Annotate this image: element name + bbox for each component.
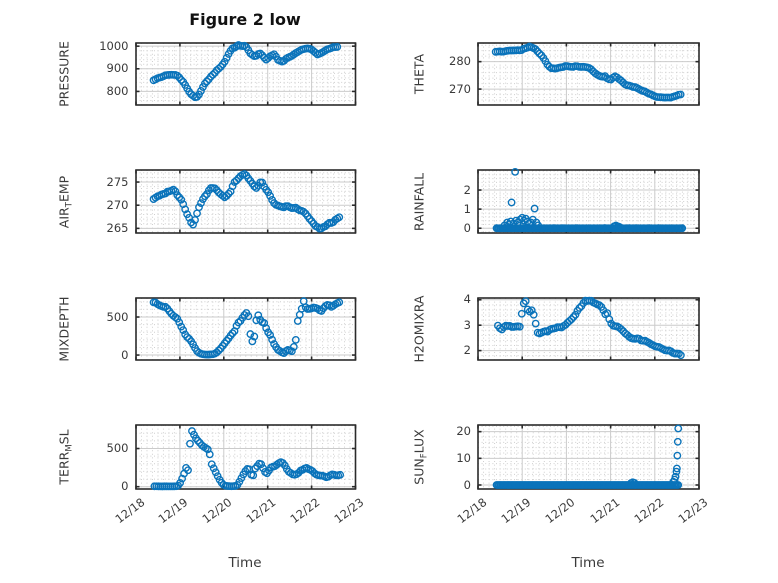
data-series-mixdepth — [149, 297, 343, 359]
x-tick-label: 12/23 — [331, 495, 367, 527]
x-tick-label: 12/18 — [112, 495, 147, 527]
y-axis-label-text: LUX — [411, 429, 427, 454]
y-axis-label-mixdepth: MIXDEPTH — [57, 296, 72, 361]
y-tick-label: 500 — [106, 441, 129, 456]
x-tick-label: 12/22 — [287, 495, 323, 527]
y-tick-label: 500 — [106, 309, 129, 324]
data-series-air-temp — [149, 170, 343, 233]
x-tick-label: 12/21 — [587, 495, 623, 527]
data-series-sun-flux — [492, 424, 683, 489]
y-axis-label-rainfall: RAINFALL — [412, 172, 427, 230]
y-tick-label: 900 — [106, 61, 129, 76]
y-axis-label-subscript: M — [64, 444, 75, 452]
y-axis-label-text: SUN — [411, 458, 427, 485]
data-series-terr-msl — [150, 427, 344, 491]
y-tick-label: 3 — [463, 317, 471, 332]
y-tick-label: 2 — [463, 343, 471, 358]
y-tick-label: 10 — [456, 450, 471, 465]
x-axis-label-right: Time — [571, 555, 605, 571]
y-axis-label-text: EMP — [56, 175, 72, 202]
x-tick-label: 12/21 — [243, 495, 279, 527]
y-tick-label: 275 — [106, 174, 129, 189]
y-tick-label: 2 — [463, 182, 471, 197]
y-tick-label: 0 — [463, 477, 471, 492]
x-tick-label: 12/20 — [199, 495, 235, 527]
subplot-theta — [477, 42, 700, 106]
x-axis-label-left: Time — [228, 555, 262, 571]
y-tick-label: 0 — [121, 479, 129, 494]
y-axis-label-theta: THETA — [412, 54, 427, 94]
x-tick-label: 12/20 — [542, 495, 578, 527]
data-series-h2omixra — [493, 296, 685, 360]
y-axis-label-text: H2OMIXRA — [411, 295, 427, 363]
y-axis-label-text: RAINFALL — [411, 172, 427, 231]
y-tick-label: 270 — [106, 197, 129, 212]
x-tick-label: 12/23 — [675, 495, 711, 527]
y-tick-label: 280 — [449, 54, 471, 69]
x-tick-label: 12/22 — [631, 495, 667, 527]
y-tick-label: 270 — [449, 81, 471, 96]
y-tick-label: 20 — [456, 424, 471, 439]
y-axis-label-h2omixra: H2OMIXRA — [412, 296, 427, 363]
y-axis-label-subscript: T — [64, 201, 75, 207]
x-tick-label: 12/19 — [155, 495, 191, 527]
data-series-theta — [491, 42, 685, 102]
x-tick-label: 12/19 — [498, 495, 534, 527]
data-series-rainfall — [492, 168, 687, 233]
y-axis-label-sun-flux: SUNFLUX — [411, 429, 430, 485]
y-tick-label: 0 — [463, 220, 471, 235]
y-tick-label: 1 — [463, 201, 471, 216]
y-axis-label-text: SL — [56, 429, 72, 445]
y-axis-label-text: THETA — [411, 53, 427, 95]
y-axis-label-text: MIXDEPTH — [56, 296, 72, 362]
y-tick-label: 800 — [106, 83, 129, 98]
y-axis-label-text: TERR — [56, 451, 72, 485]
y-axis-label-text: PRESSURE — [56, 41, 72, 107]
x-tick-label: 12/18 — [454, 495, 490, 527]
data-series-pressure — [149, 41, 341, 102]
figure-title: Figure 2 low — [189, 10, 301, 29]
y-axis-label-text: AIR — [56, 206, 72, 228]
y-axis-label-air-temp: AIRTEMP — [56, 175, 75, 228]
y-tick-label: 1000 — [99, 38, 129, 53]
y-tick-label: 0 — [121, 347, 129, 362]
y-tick-label: 4 — [463, 292, 471, 307]
subplot-mixdepth — [134, 297, 356, 361]
subplot-terr-msl — [134, 424, 356, 491]
subplot-air-temp — [134, 169, 356, 234]
subplot-pressure — [134, 41, 356, 106]
y-tick-label: 265 — [106, 220, 129, 235]
y-axis-label-terr-msl: TERRMSL — [56, 429, 75, 485]
subplot-sun-flux — [477, 424, 700, 490]
y-axis-label-pressure: PRESSURE — [57, 41, 72, 107]
y-axis-label-subscript: F — [419, 453, 430, 459]
subplot-rainfall — [477, 168, 700, 234]
subplot-h2omixra — [477, 296, 700, 361]
